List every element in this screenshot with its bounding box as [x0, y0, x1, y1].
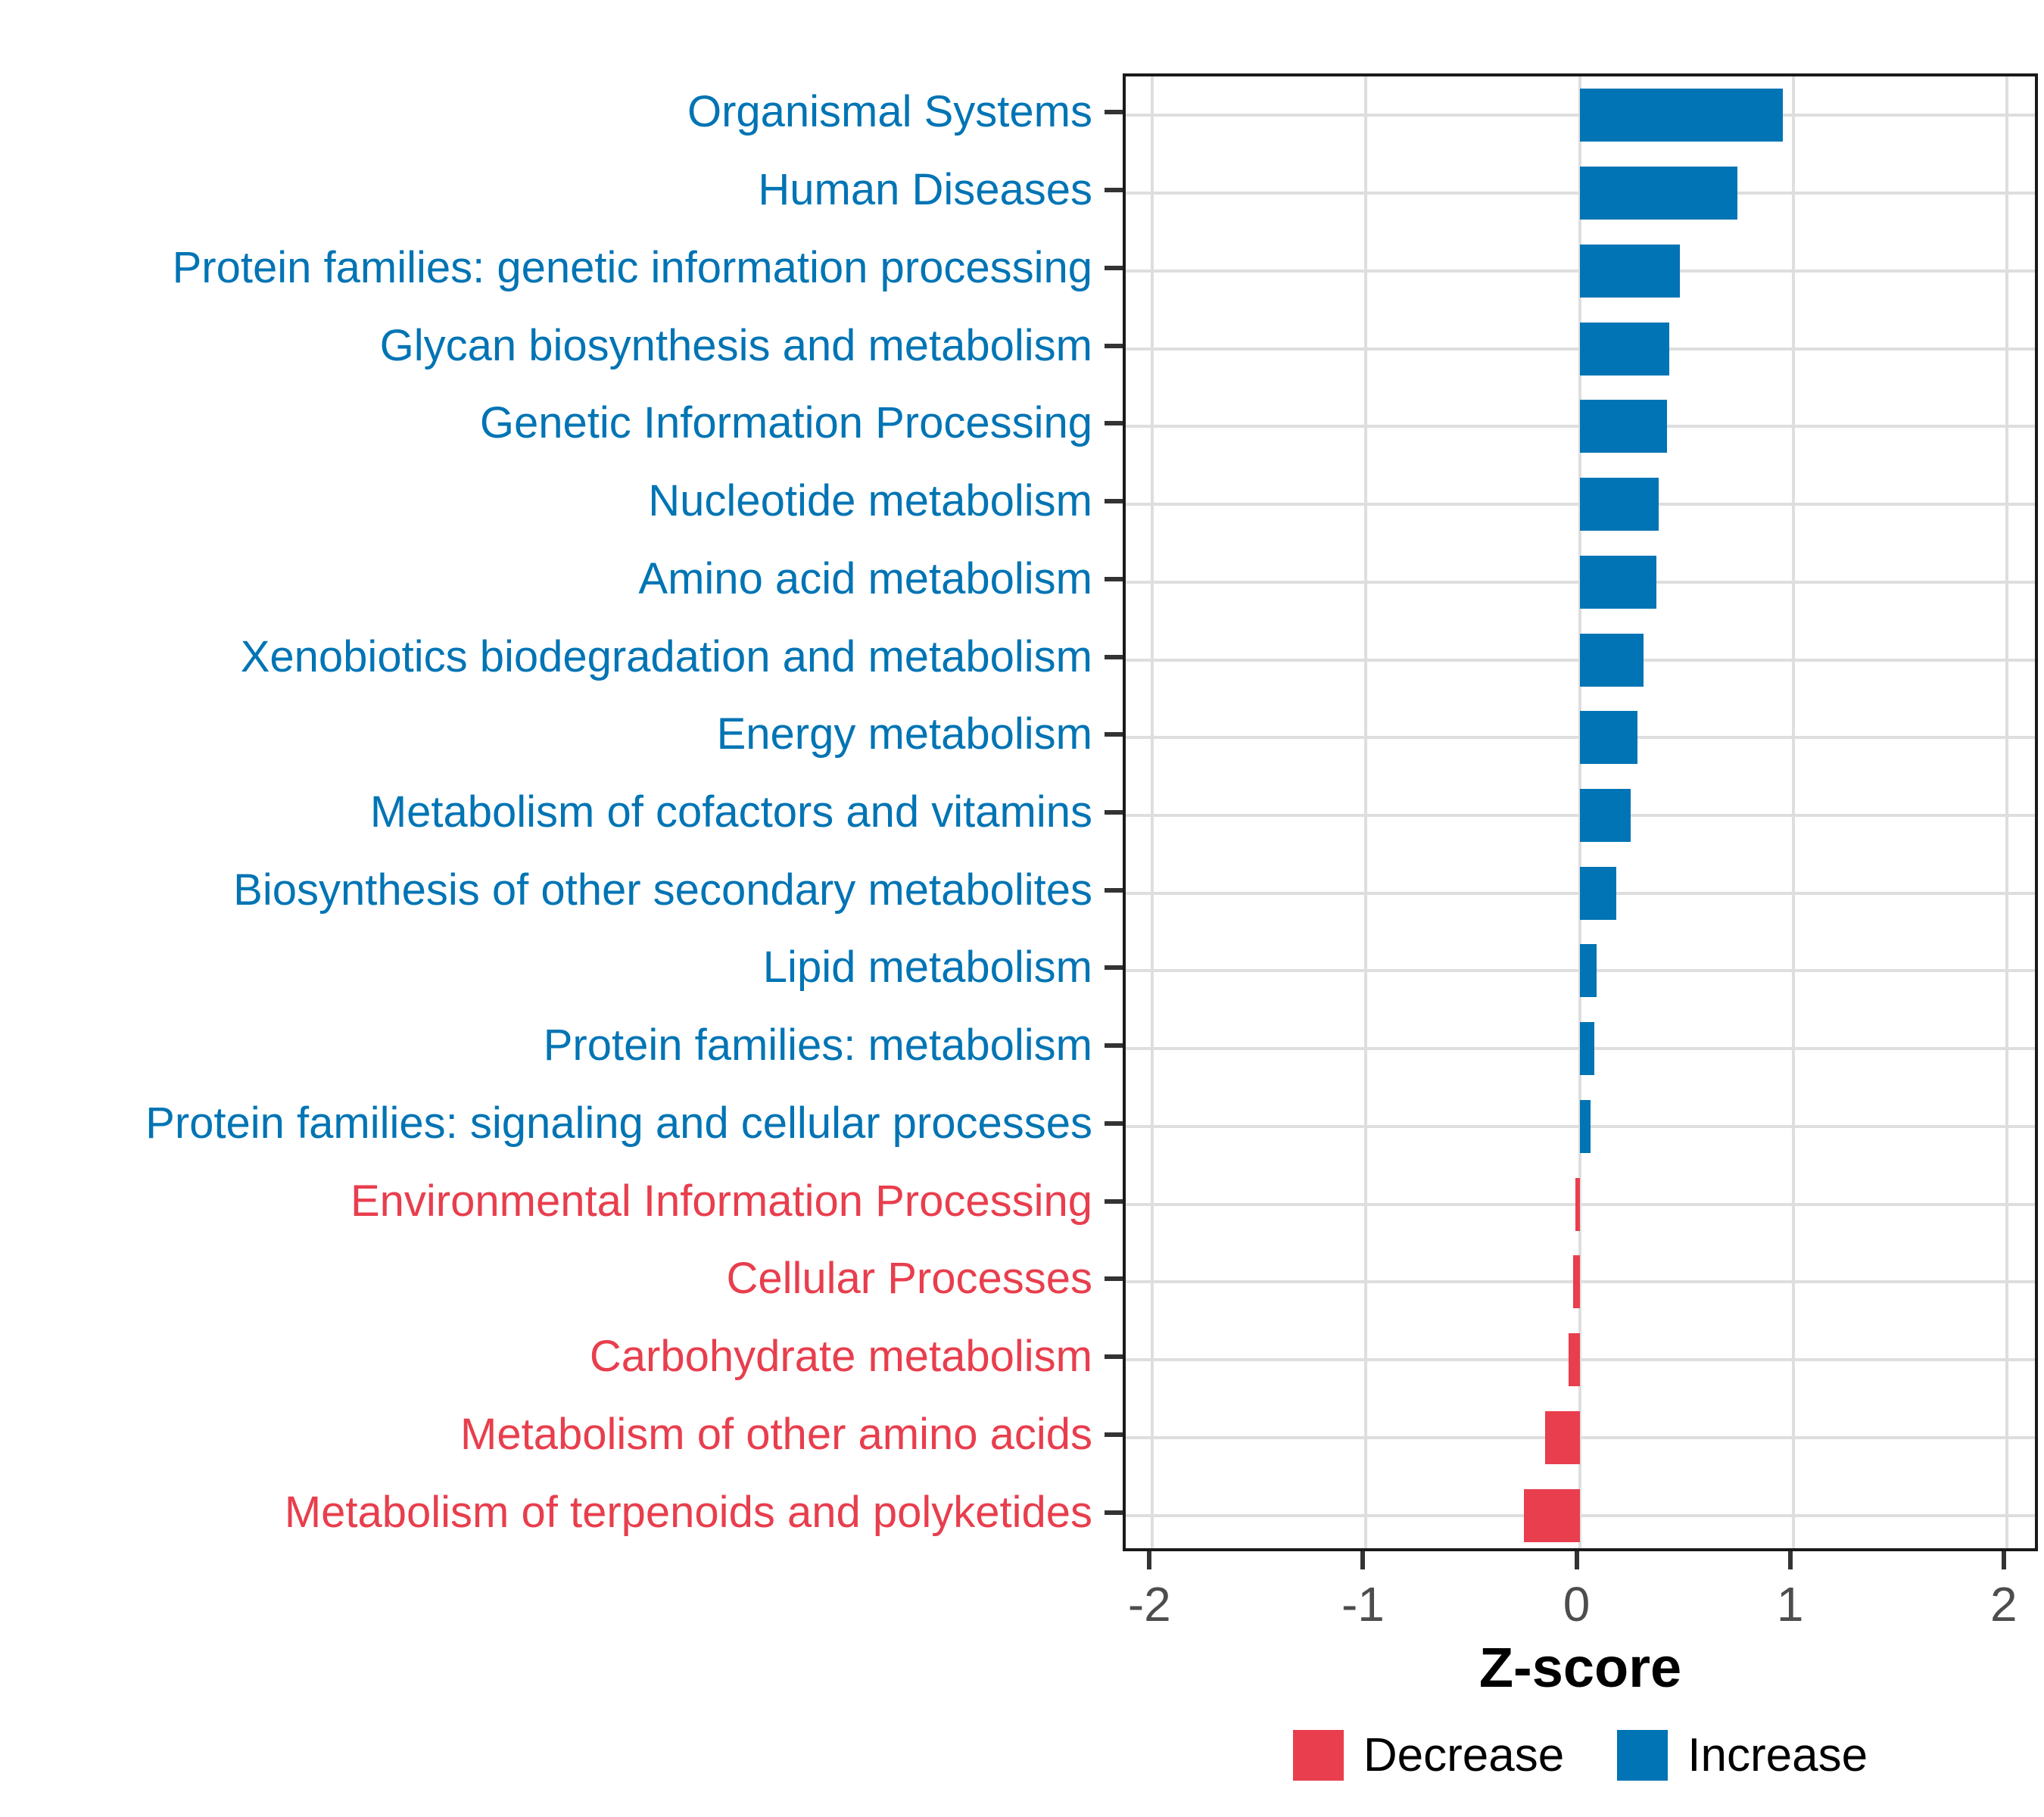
y-tick-mark	[1105, 654, 1123, 659]
bar	[1579, 244, 1681, 298]
bar	[1579, 1099, 1591, 1153]
x-tick-label: 0	[1563, 1577, 1591, 1632]
horizontal-gridline	[1126, 1358, 2035, 1362]
x-tick-label: -1	[1341, 1577, 1385, 1632]
x-tick-mark	[1787, 1551, 1793, 1569]
category-label: Biosynthesis of other secondary metaboli…	[233, 865, 1092, 915]
y-tick-mark	[1105, 343, 1123, 348]
y-tick-mark	[1105, 576, 1123, 581]
legend-color-key	[1292, 1730, 1344, 1781]
y-tick-mark	[1105, 265, 1123, 270]
legend-label: Increase	[1687, 1729, 1868, 1781]
category-label: Nucleotide metabolism	[648, 476, 1092, 526]
category-label: Protein families: metabolism	[543, 1021, 1092, 1071]
x-tick-mark	[1360, 1551, 1366, 1569]
category-label: Lipid metabolism	[762, 943, 1092, 993]
bar	[1579, 866, 1616, 920]
vertical-gridline	[2005, 76, 2008, 1548]
y-tick-mark	[1105, 1354, 1123, 1360]
category-label: Metabolism of other amino acids	[460, 1409, 1092, 1459]
y-tick-mark	[1105, 1510, 1123, 1515]
category-label: Carbohydrate metabolism	[589, 1332, 1092, 1382]
category-label: Metabolism of terpenoids and polyketides	[284, 1487, 1092, 1537]
y-tick-mark	[1105, 887, 1123, 893]
legend-color-key	[1617, 1730, 1669, 1781]
horizontal-gridline	[1126, 1202, 2035, 1206]
y-tick-mark	[1105, 965, 1123, 971]
y-tick-mark	[1105, 1198, 1123, 1204]
horizontal-gridline	[1126, 1513, 2035, 1517]
bar	[1579, 478, 1659, 531]
y-tick-mark	[1105, 1276, 1123, 1282]
plot-panel	[1123, 73, 2038, 1551]
y-tick-mark	[1105, 732, 1123, 737]
vertical-gridline	[1791, 76, 1795, 1548]
category-label: Human Diseases	[758, 165, 1092, 215]
x-axis-title: Z-score	[1478, 1636, 1682, 1699]
x-tick-label: -2	[1127, 1577, 1171, 1632]
y-tick-mark	[1105, 110, 1123, 115]
vertical-gridline	[1151, 76, 1154, 1548]
bar	[1579, 1022, 1595, 1076]
x-tick-label: 2	[1990, 1577, 2018, 1632]
bar	[1579, 89, 1783, 142]
y-tick-mark	[1105, 499, 1123, 504]
bar	[1545, 1410, 1580, 1464]
bar	[1579, 944, 1597, 998]
y-tick-mark	[1105, 1120, 1123, 1126]
bar	[1579, 711, 1637, 765]
category-label: Energy metabolism	[716, 709, 1092, 759]
horizontal-gridline	[1126, 1435, 2035, 1439]
y-tick-mark	[1105, 1043, 1123, 1049]
horizontal-gridline	[1126, 1280, 2035, 1284]
legend-item: Decrease	[1292, 1728, 1565, 1782]
legend: Decrease Increase	[1123, 1728, 2038, 1782]
bar	[1573, 1255, 1580, 1309]
category-label: Organismal Systems	[687, 87, 1092, 137]
x-tick-mark	[1574, 1551, 1579, 1569]
y-tick-mark	[1105, 421, 1123, 426]
y-tick-mark	[1105, 1432, 1123, 1437]
category-label: Amino acid metabolism	[638, 553, 1092, 603]
bar	[1575, 1177, 1580, 1231]
category-label: Protein families: signaling and cellular…	[145, 1098, 1092, 1148]
y-tick-mark	[1105, 188, 1123, 193]
category-label: Xenobiotics biodegradation and metabolis…	[240, 631, 1092, 681]
bar	[1579, 322, 1670, 376]
bar	[1579, 400, 1668, 453]
category-label: Protein families: genetic information pr…	[172, 242, 1092, 292]
x-tick-mark	[2001, 1551, 2006, 1569]
bar	[1524, 1488, 1580, 1542]
legend-item: Increase	[1617, 1728, 1868, 1782]
category-label: Environmental Information Processing	[350, 1176, 1092, 1226]
bar	[1579, 789, 1631, 842]
bar	[1579, 633, 1644, 687]
y-tick-mark	[1105, 810, 1123, 815]
vertical-gridline	[1364, 76, 1368, 1548]
bar	[1569, 1333, 1580, 1387]
x-tick-label: 1	[1776, 1577, 1804, 1632]
bar	[1579, 555, 1657, 609]
category-label: Genetic Information Processing	[479, 398, 1092, 448]
x-tick-mark	[1147, 1551, 1152, 1569]
legend-label: Decrease	[1363, 1729, 1565, 1781]
category-label: Glycan biosynthesis and metabolism	[379, 320, 1092, 370]
category-label: Cellular Processes	[726, 1254, 1092, 1304]
bar	[1579, 167, 1738, 220]
category-label: Metabolism of cofactors and vitamins	[369, 787, 1092, 837]
